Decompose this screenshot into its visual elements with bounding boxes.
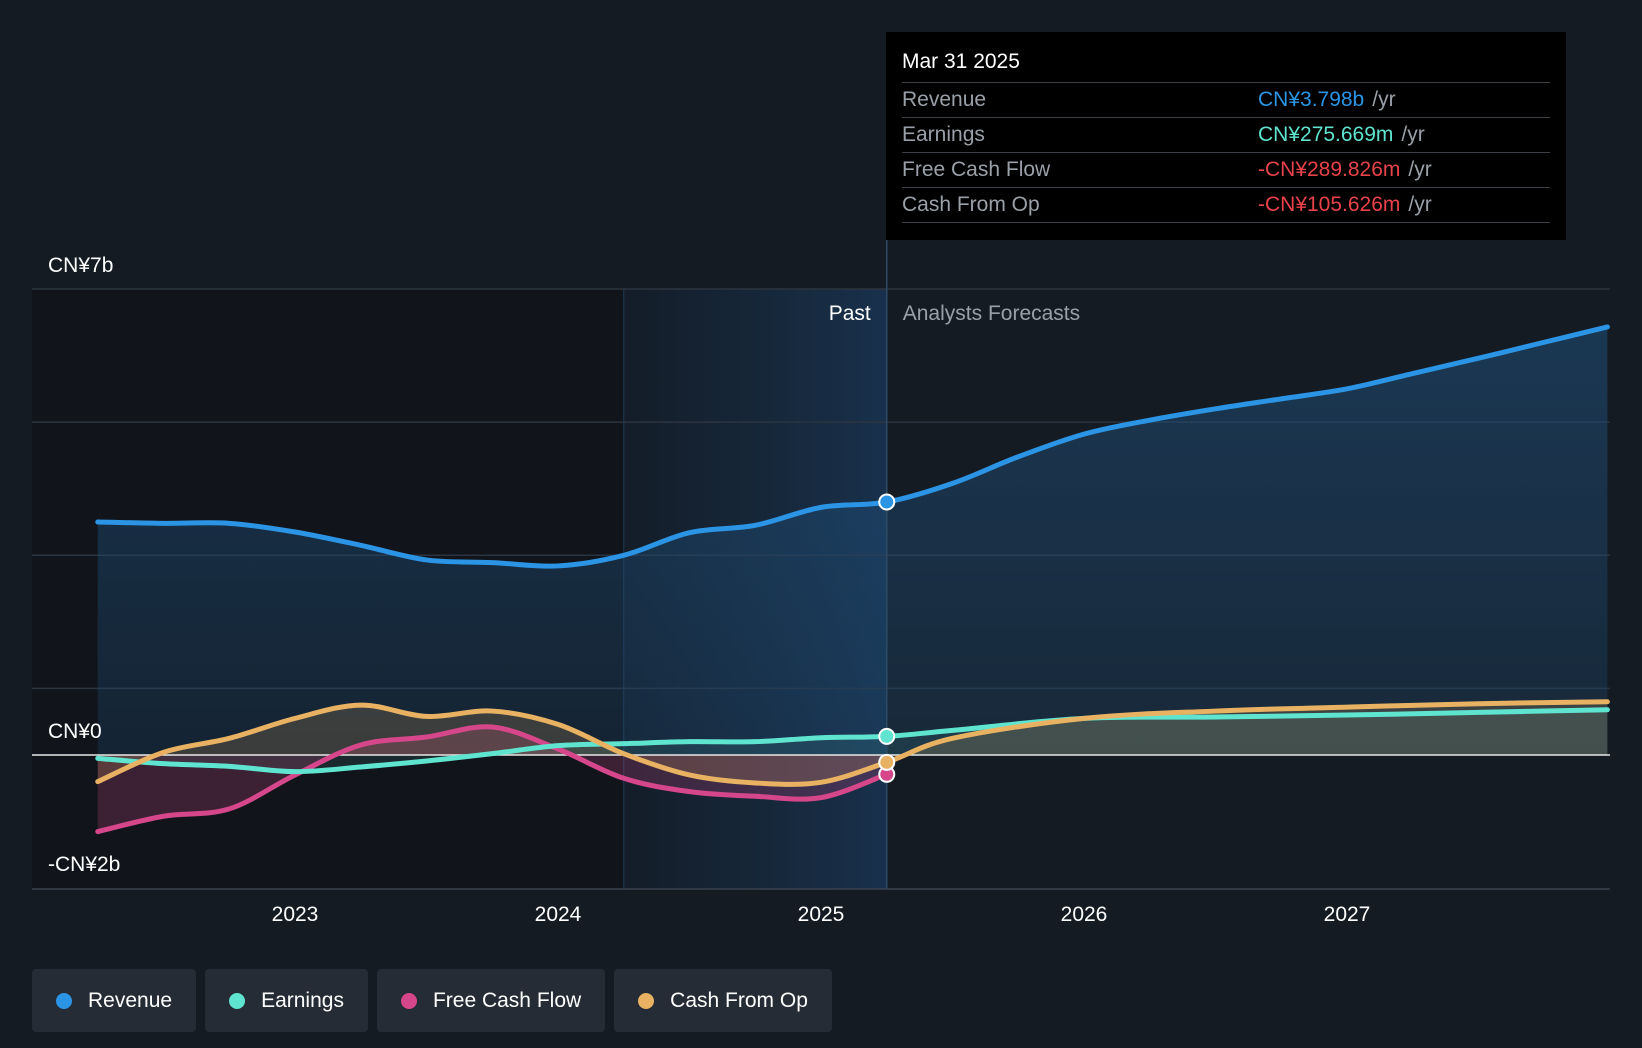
area-revenue [97,326,1608,755]
tooltip-unit: /yr [1408,158,1432,181]
legend-dot-icon [400,992,417,1009]
tooltip-value: CN¥275.669m [1258,123,1394,146]
line-free-cash-flow [95,724,890,835]
tooltip-unit: /yr [1372,88,1396,111]
legend-dot-icon [56,992,72,1009]
marker-cash-from-op [878,753,896,771]
tooltip-row-cash-from-op: Cash From Op -CN¥105.626m /yr [902,187,1550,223]
line-cash-from-op [95,699,1610,787]
y-axis-label: -CN¥2b [48,853,120,876]
tooltip-date: Mar 31 2025 [902,50,1020,73]
line-revenue [95,324,1610,569]
marker-revenue [878,493,896,511]
legend-item-revenue[interactable]: Revenue [32,969,197,1032]
legend-dot-icon [638,992,655,1009]
x-tick-label: 2026 [1061,903,1108,926]
area-earnings [97,709,1608,772]
legend-item-free-cash-flow[interactable]: Free Cash Flow [376,969,606,1032]
tooltip-row-revenue: Revenue CN¥3.798b /yr [902,82,1550,117]
x-tick-label: 2025 [798,903,845,926]
legend-label: Revenue [88,988,173,1012]
x-tick-label: 2024 [535,903,582,926]
tooltip-label: Revenue [902,88,987,111]
tooltip-value: -CN¥105.626m [1258,193,1401,216]
legend-label: Free Cash Flow [432,988,582,1012]
tooltip-label: Free Cash Flow [902,158,1051,181]
x-tick-label: 2023 [272,903,319,926]
tooltip-unit: /yr [1401,123,1425,146]
y-axis-label: CN¥0 [48,720,102,743]
tooltip-label: Earnings [902,123,985,146]
tooltip-label: Cash From Op [902,193,1040,216]
area-cash-from-op [97,701,1608,785]
forecast-label: Analysts Forecasts [903,302,1080,325]
legend-item-cash-from-op[interactable]: Cash From Op [614,969,832,1032]
tooltip-value: CN¥3.798b [1258,88,1365,111]
past-label: Past [829,302,871,325]
legend-label: Earnings [261,988,344,1012]
tooltip: Mar 31 2025 Revenue CN¥3.798b /yr Earnin… [886,32,1566,240]
line-earnings [95,707,1610,775]
tooltip-value: -CN¥289.826m [1258,158,1401,181]
marker-earnings [878,727,896,745]
x-tick-label: 2027 [1324,903,1371,926]
tooltip-unit: /yr [1408,193,1432,216]
legend-dot-icon [229,992,246,1009]
tooltip-row-free-cash-flow: Free Cash Flow -CN¥289.826m /yr [902,152,1550,187]
legend-item-earnings[interactable]: Earnings [205,969,368,1032]
y-axis-label: CN¥7b [48,254,113,277]
legend-label: Cash From Op [670,988,808,1012]
tooltip-row-earnings: Earnings CN¥275.669m /yr [902,117,1550,152]
legend: Revenue Earnings Free Cash Flow Cash Fro… [32,969,832,1032]
